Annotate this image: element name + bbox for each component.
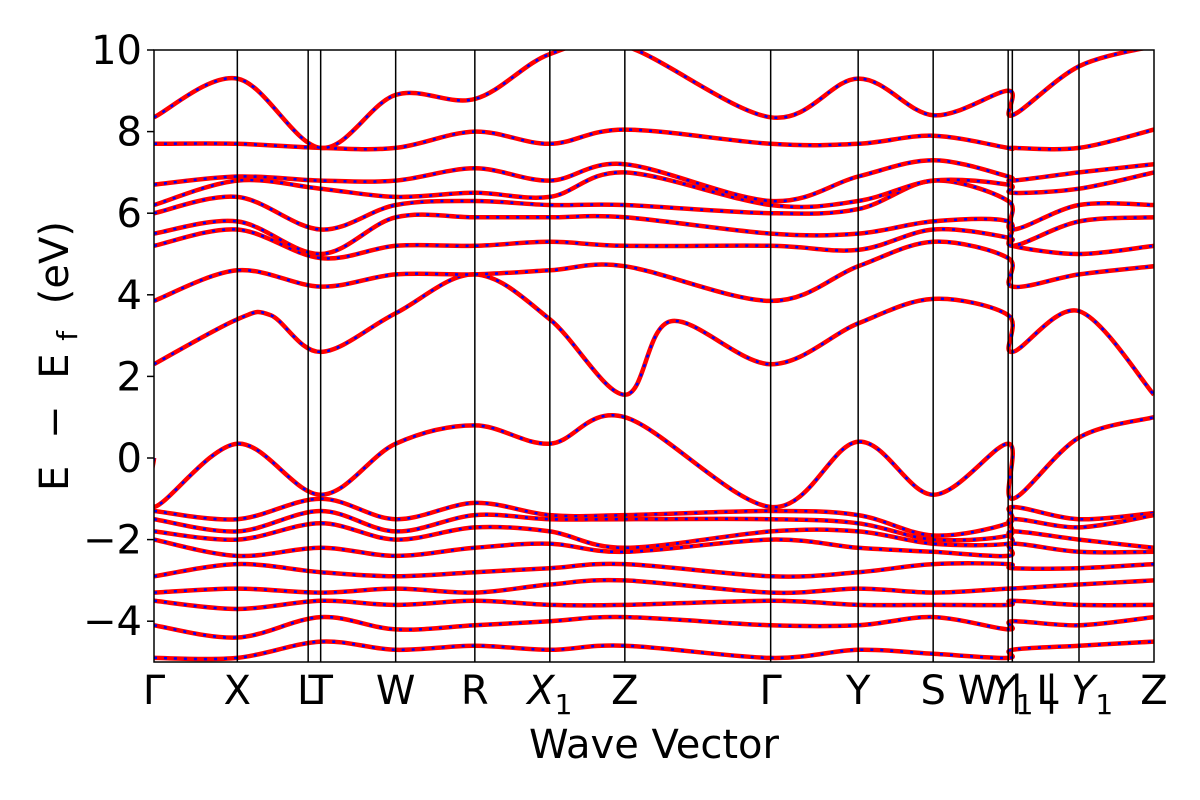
y-axis-label-minus: − — [32, 405, 78, 439]
y-axis-label-subscript: f — [51, 330, 84, 341]
band-line-dashed-15 — [154, 578, 1154, 595]
x-tick-text-2: L — [297, 668, 320, 714]
x-tick-text-1: X — [224, 668, 251, 714]
x-tick-text-5: R — [461, 668, 489, 714]
band-line-solid-0 — [154, 272, 1154, 398]
x-tick-label-11: W | L — [958, 668, 1059, 714]
band-line-dashed-14 — [154, 562, 1154, 578]
x-tick-subscript-12: 1 — [1016, 688, 1034, 721]
x-tick-text-10: S — [920, 668, 945, 714]
x-tick-text-3: T — [307, 668, 333, 714]
x-tick-text-4: W — [376, 668, 416, 714]
x-tick-text-0: Γ — [143, 668, 166, 714]
x-tick-text-13: | Y — [1045, 668, 1099, 714]
band-line-dashed-12 — [154, 522, 1154, 550]
plot-frame — [153, 49, 1155, 663]
x-tick-label-6: X1 — [525, 668, 572, 721]
band-line-dashed-9 — [154, 414, 1154, 509]
x-tick-subscript-6: 1 — [555, 688, 573, 721]
y-axis-label-unit: (eV) — [32, 221, 78, 304]
x-tick-label-8: Γ — [760, 668, 783, 714]
x-tick-text-7: Z — [611, 668, 638, 714]
band-line-dashed-3 — [154, 213, 1154, 256]
x-tick-label-12: Y1 — [991, 668, 1033, 721]
y-tick-label-2: 0 — [117, 436, 142, 482]
x-tick-text-14: Z — [1140, 668, 1167, 714]
x-tick-label-14: Z — [1140, 668, 1167, 714]
y-tick-label-7: 10 — [91, 28, 142, 74]
x-tick-text-12: Y — [991, 668, 1019, 714]
x-tick-label-13: | Y1 — [1045, 668, 1113, 721]
y-tick-label-6: 8 — [117, 110, 142, 156]
band-line-dashed-10 — [154, 497, 1154, 537]
x-tick-label-5: R — [461, 668, 489, 714]
x-tick-subscript-13: 1 — [1095, 688, 1113, 721]
x-tick-label-4: W — [376, 668, 416, 714]
y-tick-label-4: 4 — [117, 273, 142, 319]
high-symmetry-lines — [236, 50, 1080, 662]
x-axis-ticks: Γ X LT W R X1 Z Γ Y S W | LY1 | Y1 Z — [143, 668, 1168, 721]
y-axis-label-e: E — [32, 466, 78, 491]
x-tick-text-11: W | L — [958, 668, 1059, 714]
x-tick-label-0: Γ — [143, 668, 166, 714]
x-tick-text-9: Y — [845, 668, 871, 714]
x-tick-label-1: X — [224, 668, 251, 714]
y-tick-label-3: 2 — [117, 354, 142, 400]
y-axis-ticks: −4 −2 0 2 4 6 8 10 — [83, 28, 154, 645]
x-tick-label-7: Z — [611, 668, 638, 714]
x-tick-text-8: Γ — [760, 668, 783, 714]
x-tick-label-2: L — [297, 668, 320, 714]
y-axis-label-e2: E — [32, 353, 78, 378]
y-tick-label-5: 6 — [117, 191, 142, 237]
band-line-dashed-8 — [154, 50, 1142, 150]
y-tick-label-1: −2 — [83, 518, 142, 564]
x-tick-text-6: X — [525, 668, 556, 714]
x-axis-label: Wave Vector — [529, 722, 780, 768]
x-tick-label-10: S — [920, 668, 945, 714]
y-tick-label-0: −4 — [83, 599, 142, 645]
x-tick-label-9: Y — [845, 668, 871, 714]
x-tick-label-3: T — [307, 668, 333, 714]
y-axis-label: E − E f (eV) — [32, 221, 87, 491]
band-line-dashed-16 — [154, 599, 1154, 611]
